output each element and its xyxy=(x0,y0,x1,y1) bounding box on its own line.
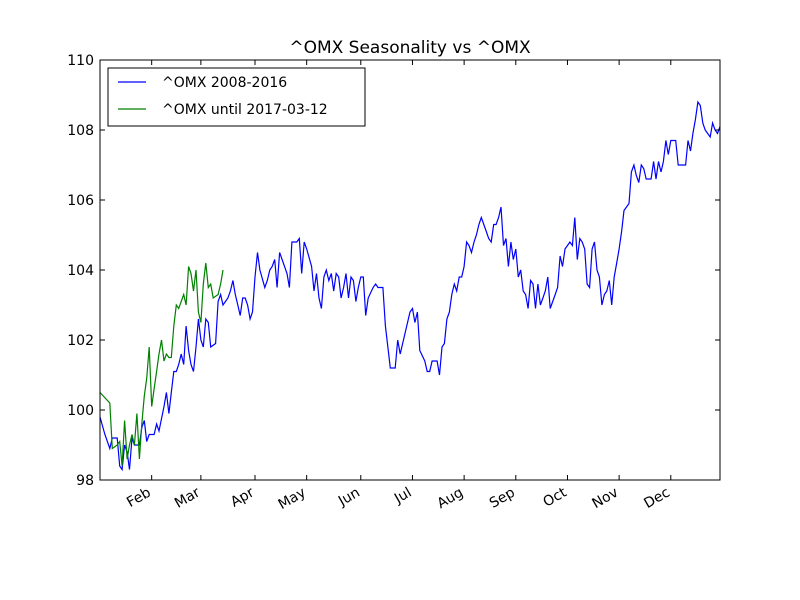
x-tick-label-jul: Jul xyxy=(391,485,415,508)
y-axis: 98 100 102 104 106 108 110 xyxy=(67,53,720,489)
legend-frame xyxy=(107,67,366,127)
y-tick-label: 108 xyxy=(67,123,94,139)
y-tick-label: 106 xyxy=(67,193,94,209)
legend-label-omx-2008-2016: ^OMX 2008-2016 xyxy=(162,75,287,91)
y-tick-label: 110 xyxy=(67,53,94,69)
y-tick-label: 104 xyxy=(67,263,94,279)
y-tick-label: 102 xyxy=(67,333,94,349)
series-layer xyxy=(99,100,721,472)
legend: ^OMX 2008-2016 ^OMX until 2017-03-12 xyxy=(107,67,366,127)
y-tick-label: 98 xyxy=(76,473,94,489)
plot-area xyxy=(100,60,720,480)
series-line-omx-2008-2016 xyxy=(99,100,721,472)
y-tick-label: 100 xyxy=(67,403,94,419)
series-line-omx-until-2017 xyxy=(99,262,224,467)
legend-label-omx-until-2017: ^OMX until 2017-03-12 xyxy=(162,102,328,118)
chart-title: ^OMX Seasonality vs ^OMX xyxy=(289,38,531,58)
